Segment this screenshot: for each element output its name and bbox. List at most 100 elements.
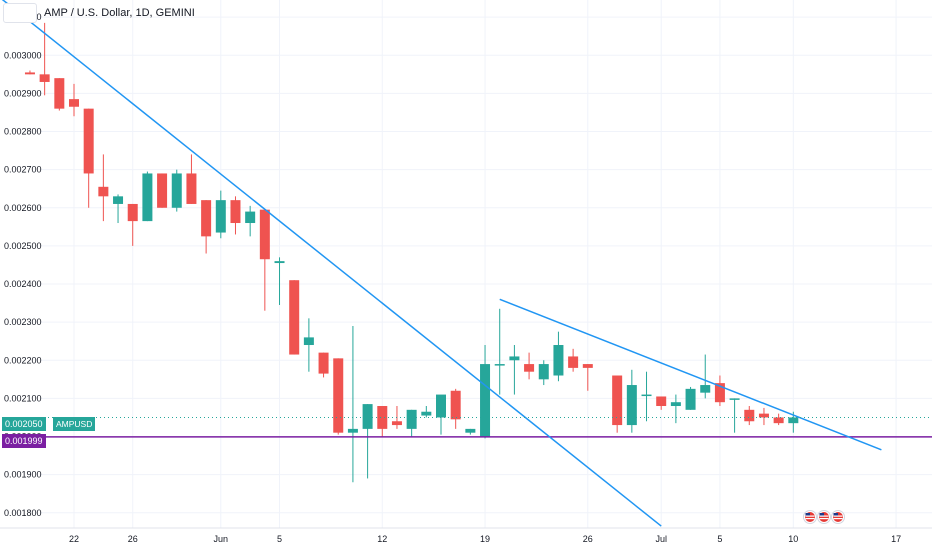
candle	[274, 257, 285, 305]
candle	[700, 354, 711, 399]
candle-body	[54, 78, 65, 109]
candle-body	[230, 200, 241, 224]
trendline[interactable]	[1, 0, 662, 527]
candle-body	[626, 385, 637, 426]
grid	[40, 0, 932, 528]
candle	[465, 428, 476, 435]
candle-body	[245, 211, 256, 224]
candle	[758, 407, 769, 426]
candle	[641, 371, 652, 422]
candle	[259, 209, 270, 311]
candle-body	[171, 173, 182, 208]
x-tick-label: 5	[277, 534, 282, 544]
candle-body	[509, 356, 520, 361]
y-tick-label: 0.002500	[4, 241, 42, 251]
y-tick-label: 0.001900	[4, 470, 42, 480]
candle-body	[24, 72, 35, 75]
y-tick-label: 0.002300	[4, 317, 42, 327]
x-tick-label: 26	[583, 534, 593, 544]
x-tick-label: 22	[69, 534, 79, 544]
candle-body	[303, 337, 314, 346]
candle-body	[524, 364, 535, 372]
candle-body	[274, 261, 285, 264]
candle	[685, 386, 696, 410]
candle	[127, 203, 138, 246]
candle-body	[714, 383, 725, 403]
y-tick-label: 0.002600	[4, 203, 42, 213]
candle	[215, 190, 226, 239]
candle-body	[406, 409, 417, 429]
candle	[436, 394, 446, 435]
candle	[171, 169, 182, 212]
candle-body	[259, 209, 270, 260]
event-flag-icon[interactable]	[803, 510, 817, 524]
candle	[54, 78, 65, 111]
candle-body	[362, 404, 373, 429]
y-tick-label: 0.003000	[4, 50, 42, 60]
candle	[524, 352, 535, 380]
y-tick-label: 0.002900	[4, 88, 42, 98]
candle-body	[98, 186, 109, 197]
candle-body	[318, 352, 329, 374]
candle	[538, 360, 549, 386]
candle-body	[127, 203, 138, 222]
candle-body	[744, 409, 755, 422]
x-tick-label: 5	[717, 534, 722, 544]
candle-body	[494, 364, 505, 366]
candle-body	[289, 280, 300, 355]
candle	[186, 154, 197, 204]
candle-body	[347, 428, 358, 433]
candle	[582, 364, 593, 391]
candle-body	[201, 200, 212, 237]
events	[803, 510, 845, 524]
candle	[245, 205, 256, 237]
candle-body	[215, 200, 226, 233]
x-tick-label: 17	[891, 534, 901, 544]
candle-body	[685, 388, 696, 410]
candle-body	[612, 375, 623, 426]
y-tick-label: 0.002400	[4, 279, 42, 289]
y-tick-label: 0.002700	[4, 165, 42, 175]
x-tick-label: 10	[788, 534, 798, 544]
candle-body	[568, 356, 579, 368]
candle-body	[553, 345, 564, 376]
event-flag-icon[interactable]	[817, 510, 831, 524]
candle	[714, 375, 725, 407]
candle	[612, 375, 623, 433]
x-tick-label: Jul	[655, 534, 667, 544]
candle-body	[333, 358, 344, 433]
candle-body	[582, 364, 593, 368]
candle-body	[421, 411, 432, 416]
y-tick-label: 0.002200	[4, 355, 42, 365]
candle-body	[538, 364, 549, 380]
candle-body	[788, 417, 799, 424]
trendline[interactable]	[499, 298, 882, 451]
y-tick-label: 0.002100	[4, 393, 42, 403]
x-axis: 22 26 Jun 5 12 19 26 Jul 5 10 17	[0, 527, 932, 544]
symbol-tag: AMPUSD	[53, 417, 96, 431]
candle-body	[157, 173, 168, 208]
candle-body	[480, 364, 491, 437]
candle-body	[465, 428, 476, 433]
chart-title: AMP / U.S. Dollar, 1D, GEMINI	[44, 7, 195, 19]
candle	[450, 388, 461, 429]
candle	[289, 280, 300, 355]
candle	[568, 348, 579, 372]
candle	[230, 196, 241, 235]
candle-body	[773, 417, 784, 424]
candle-body	[670, 402, 681, 407]
symbol-logo-box[interactable]	[3, 3, 37, 23]
candle-body	[641, 394, 652, 397]
current-price-tag: 0.002050	[2, 417, 46, 431]
candle-body	[700, 385, 711, 393]
candle	[406, 409, 417, 437]
candle	[421, 406, 432, 418]
candle	[69, 83, 79, 117]
candle-body	[450, 390, 461, 420]
event-flag-icon[interactable]	[831, 510, 845, 524]
candle	[744, 406, 755, 426]
candle-body	[113, 196, 124, 204]
candle-body	[186, 173, 197, 204]
